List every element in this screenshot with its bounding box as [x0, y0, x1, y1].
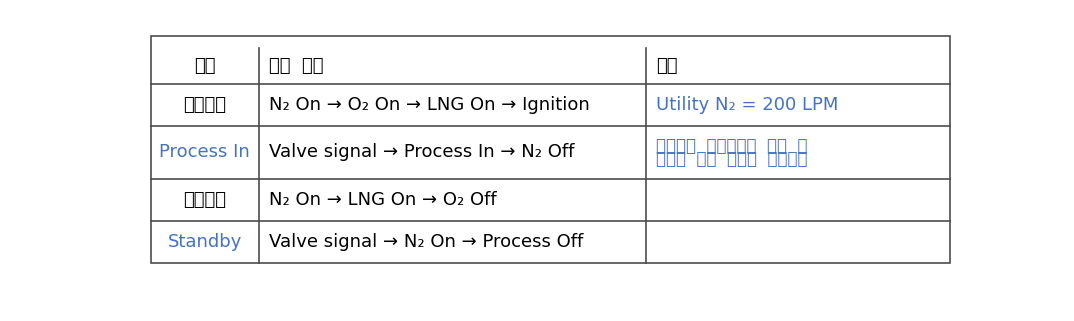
- Text: Utility N₂ = 200 LPM: Utility N₂ = 200 LPM: [656, 96, 839, 114]
- Text: 초동안  유량  변동은  대응가능: 초동안 유량 변동은 대응가능: [656, 150, 808, 168]
- Text: 비고: 비고: [656, 57, 678, 75]
- Text: Valve signal → Process In → N₂ Off: Valve signal → Process In → N₂ Off: [268, 143, 575, 161]
- Text: 항목: 항목: [194, 57, 216, 75]
- Text: N₂ On → O₂ On → LNG On → Ignition: N₂ On → O₂ On → LNG On → Ignition: [268, 96, 590, 114]
- Text: N₂ On → LNG On → O₂ Off: N₂ On → LNG On → O₂ Off: [268, 191, 496, 209]
- Text: Valve signal → N₂ On → Process Off: Valve signal → N₂ On → Process Off: [268, 233, 583, 251]
- Text: 초기점화: 초기점화: [184, 96, 227, 114]
- Text: 제어  순서: 제어 순서: [268, 57, 323, 75]
- Text: Process In: Process In: [159, 143, 250, 161]
- Text: 다공체의  열용량으로  인해  수: 다공체의 열용량으로 인해 수: [656, 137, 808, 155]
- Text: Standby: Standby: [168, 233, 242, 251]
- Text: 화염소화: 화염소화: [184, 191, 227, 209]
